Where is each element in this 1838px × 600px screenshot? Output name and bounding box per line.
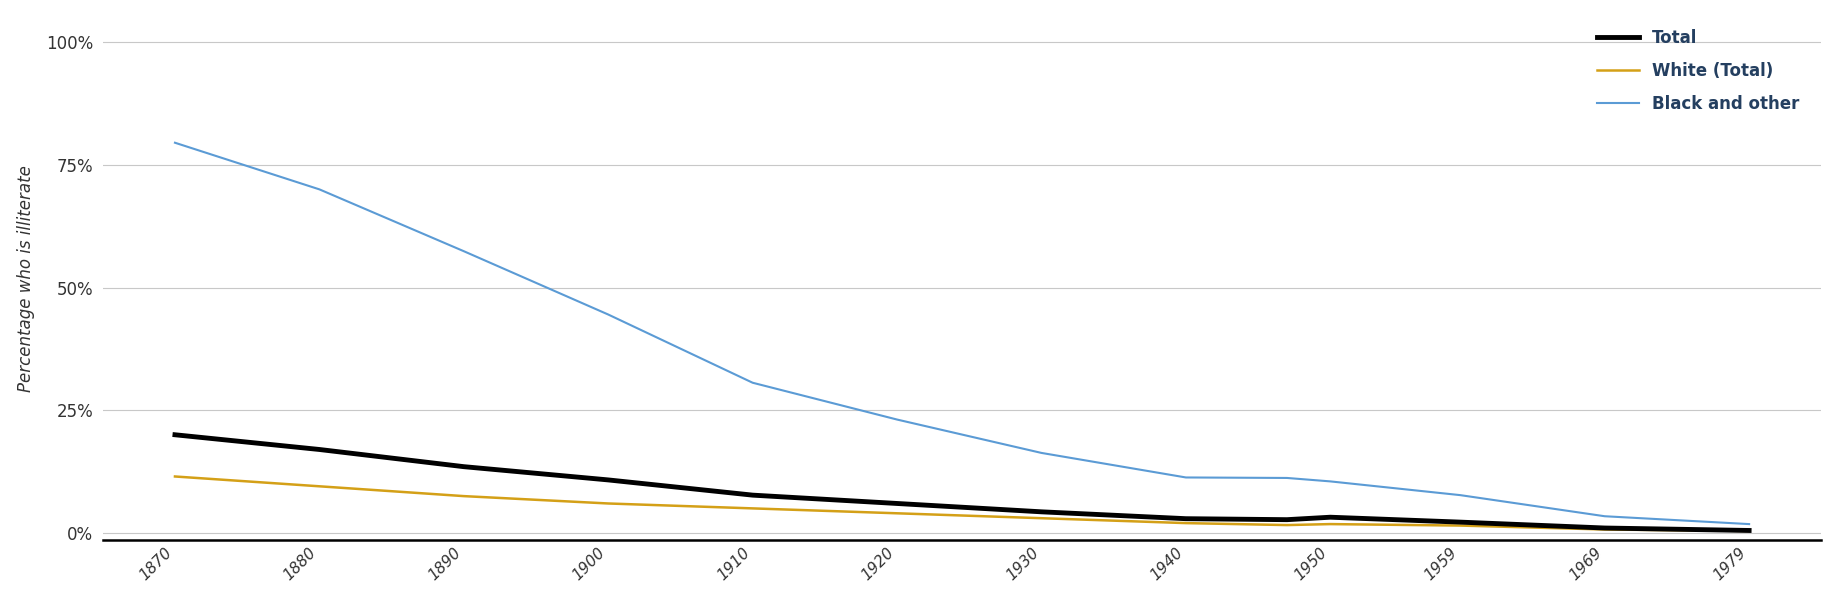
Y-axis label: Percentage who is illiterate: Percentage who is illiterate — [17, 166, 35, 392]
Black and other — [164, 139, 186, 146]
Black and other — [1448, 491, 1470, 499]
Total — [452, 463, 474, 470]
Line: Black and other: Black and other — [175, 143, 1750, 524]
Black and other — [1031, 449, 1053, 457]
Black and other — [597, 311, 619, 318]
White (Total) — [1174, 520, 1197, 527]
White (Total) — [1320, 520, 1342, 527]
Line: White (Total): White (Total) — [175, 476, 1750, 531]
Black and other — [741, 379, 763, 386]
White (Total) — [597, 500, 619, 507]
Black and other — [452, 248, 474, 255]
Total — [741, 491, 763, 499]
Total — [1174, 515, 1197, 522]
Black and other — [1594, 512, 1616, 520]
White (Total) — [1448, 522, 1470, 529]
Black and other — [1739, 520, 1761, 527]
Total — [1031, 508, 1053, 515]
Total — [1276, 516, 1298, 523]
White (Total) — [1594, 526, 1616, 533]
Legend: Total, White (Total), Black and other: Total, White (Total), Black and other — [1584, 16, 1812, 126]
Total — [597, 476, 619, 484]
White (Total) — [164, 473, 186, 480]
Line: Total: Total — [175, 435, 1750, 530]
Total — [309, 446, 331, 453]
White (Total) — [1031, 515, 1053, 522]
Black and other — [886, 416, 908, 423]
White (Total) — [309, 482, 331, 490]
Black and other — [1320, 478, 1342, 485]
Black and other — [309, 186, 331, 193]
Total — [164, 431, 186, 439]
White (Total) — [1739, 527, 1761, 535]
White (Total) — [1276, 521, 1298, 529]
White (Total) — [741, 505, 763, 512]
Total — [1448, 518, 1470, 526]
Total — [886, 500, 908, 507]
Black and other — [1276, 475, 1298, 482]
Black and other — [1174, 474, 1197, 481]
White (Total) — [886, 509, 908, 517]
Total — [1320, 514, 1342, 521]
White (Total) — [452, 493, 474, 500]
Total — [1594, 524, 1616, 532]
Total — [1739, 527, 1761, 534]
